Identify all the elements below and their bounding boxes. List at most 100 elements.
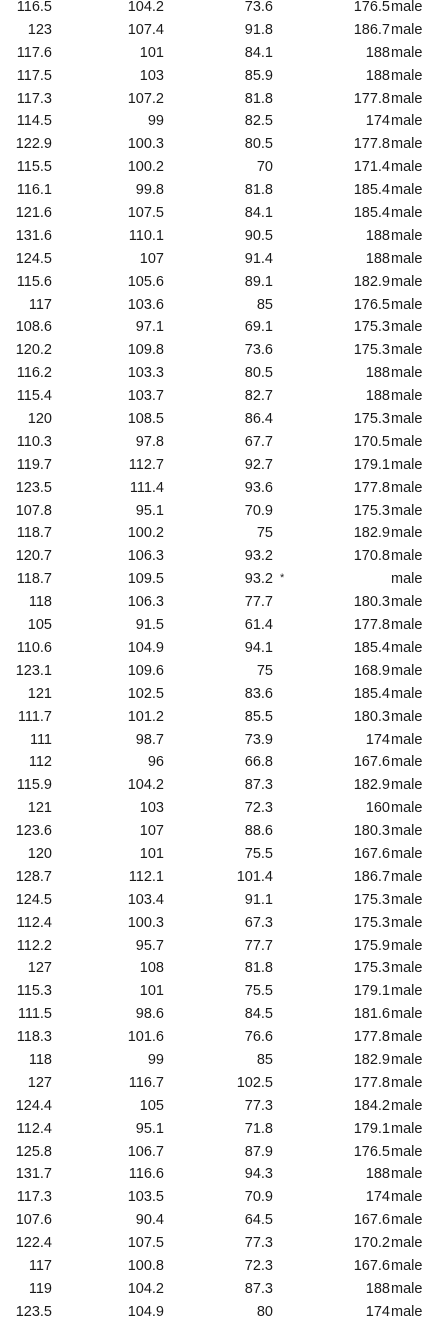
cell-col-2: 116.7 <box>128 1074 164 1091</box>
cell-col-3: 93.6 <box>244 479 273 496</box>
table-row: 107.8 95.1 70.9 175.3 male <box>0 502 436 527</box>
cell-sex: male <box>391 845 423 862</box>
table-row: 108.6 97.1 69.1 175.3 male <box>0 320 436 343</box>
cell-col-1: 124.5 <box>15 891 52 908</box>
table-row: 131.7 116.6 94.3 188 male <box>0 1167 436 1190</box>
table-row: 111 98.7 73.9 174 male <box>0 732 436 756</box>
cell-col-4: 176.5 <box>353 0 390 15</box>
cell-col-1: 123.5 <box>15 479 52 496</box>
table-row: 112.2 95.7 77.7 175.9 male <box>0 937 436 962</box>
cell-col-1: 115.5 <box>16 159 52 176</box>
cell-col-4: 188 <box>365 44 390 61</box>
cell-sex: male <box>391 502 423 519</box>
cell-col-3: 80 <box>256 1303 273 1320</box>
cell-col-2: 101 <box>139 44 164 61</box>
cell-col-1: 117.3 <box>16 1189 52 1206</box>
table-row: 120.2 109.8 73.6 175.3 male <box>0 343 436 366</box>
cell-sex: male <box>391 1280 423 1297</box>
table-row: 123.5 104.9 80 174 male <box>0 1305 436 1328</box>
cell-sex: male <box>391 1235 423 1252</box>
cell-sex: male <box>391 205 423 222</box>
cell-col-3: 81.8 <box>244 960 273 977</box>
table-row: 110.3 97.8 67.7 170.5 male <box>0 435 436 458</box>
cell-col-2: 104.9 <box>127 1303 164 1320</box>
cell-col-3: 88.6 <box>244 823 273 840</box>
cell-col-3: 90.5 <box>244 227 273 244</box>
cell-col-2: 106.3 <box>127 594 164 611</box>
cell-col-3: 86.4 <box>244 411 273 428</box>
cell-col-2: 100.2 <box>127 525 164 542</box>
cell-col-1: 112.2 <box>16 937 52 954</box>
cell-col-4: 177.8 <box>353 90 390 107</box>
cell-col-2: 103 <box>139 800 164 817</box>
cell-col-4: 175.9 <box>353 937 390 954</box>
cell-col-1: 116.5 <box>16 0 52 15</box>
cell-col-3: 75.5 <box>244 983 273 1000</box>
cell-col-3: 85.9 <box>244 67 273 84</box>
cell-col-4: 182.9 <box>353 777 390 794</box>
cell-col-1: 120 <box>27 411 52 428</box>
cell-sex: male <box>391 227 423 244</box>
table-row: 115.4 103.7 82.7 188 male <box>0 389 436 412</box>
cell-col-4: 175.3 <box>353 319 390 336</box>
cell-col-1: 117 <box>28 1257 52 1274</box>
table-row: 123.5 111.4 93.6 177.8 male <box>0 479 436 504</box>
table-row: 124.5 103.4 91.1 175.3 male <box>0 891 436 916</box>
cell-col-2: 95.7 <box>135 937 164 954</box>
cell-col-1: 115.4 <box>16 388 52 405</box>
cell-col-1: 118.7 <box>16 571 52 588</box>
cell-col-3: 87.9 <box>244 1143 273 1160</box>
cell-col-3: 101.4 <box>236 868 273 885</box>
cell-col-4: 170.2 <box>353 1235 390 1252</box>
cell-col-4: 174 <box>365 113 390 130</box>
cell-sex: male <box>391 67 423 84</box>
table-row: 115.9 104.2 87.3 182.9 male <box>0 778 436 801</box>
cell-col-2: 99 <box>147 113 164 130</box>
table-row: 128.7 112.1 101.4 186.7 male <box>0 870 436 893</box>
table-row: 124.4 105 77.3 184.2 male <box>0 1099 436 1122</box>
cell-col-3: 77.7 <box>244 594 273 611</box>
cell-sex: male <box>391 1029 423 1046</box>
cell-col-2: 111.4 <box>129 479 164 496</box>
cell-col-3: 70.9 <box>244 1189 273 1206</box>
table-row: 107.6 90.4 64.5 167.6 male <box>0 1213 436 1236</box>
cell-col-4: 188 <box>365 388 390 405</box>
cell-sex: male <box>391 159 423 176</box>
cell-col-4: 174 <box>365 1189 390 1206</box>
cell-col-2: 108.5 <box>127 411 164 428</box>
cell-col-1: 120.2 <box>15 342 52 359</box>
table-row: 111.5 98.6 84.5 181.6 male <box>0 1007 436 1030</box>
cell-sex: male <box>391 273 423 290</box>
table-row: 127 108 81.8 175.3 male <box>0 961 436 984</box>
cell-col-3: 94.1 <box>244 639 273 656</box>
cell-sex: male <box>391 319 423 336</box>
cell-sex: male <box>391 1006 423 1023</box>
cell-col-3: 94.3 <box>244 1166 273 1183</box>
cell-col-4: 167.6 <box>353 845 390 862</box>
table-row: 120 101 75.5 167.6 male <box>0 847 436 870</box>
cell-col-3: 73.6 <box>244 342 273 359</box>
cell-col-4: 184.2 <box>353 1097 390 1114</box>
table-row: 105 91.5 61.4 177.8 male <box>0 618 436 641</box>
cell-sex: male <box>391 342 423 359</box>
cell-col-4: 179.1 <box>353 456 390 473</box>
table-row: 118 106.3 77.7 180.3 male <box>0 595 436 618</box>
cell-col-4: 185.4 <box>353 182 390 199</box>
cell-col-2: 100.8 <box>127 1257 164 1274</box>
cell-col-4: 168.9 <box>353 662 390 679</box>
cell-col-1: 112.4 <box>16 1120 52 1137</box>
cell-col-4: 170.5 <box>353 433 390 450</box>
cell-sex: male <box>391 983 423 1000</box>
table-row: 121 103 72.3 160 male <box>0 801 436 824</box>
cell-sex: male <box>391 411 423 428</box>
cell-col-1: 118.7 <box>16 525 52 542</box>
table-row: 121 102.5 83.6 185.4 male <box>0 686 436 710</box>
cell-col-4: 175.3 <box>353 960 390 977</box>
cell-col-1: 115.3 <box>16 983 52 1000</box>
cell-sex: male <box>391 1212 423 1229</box>
cell-col-2: 107.5 <box>127 1235 164 1252</box>
cell-col-2: 106.7 <box>127 1143 164 1160</box>
cell-col-4: 160 <box>365 800 390 817</box>
cell-col-2: 95.1 <box>135 1120 164 1137</box>
